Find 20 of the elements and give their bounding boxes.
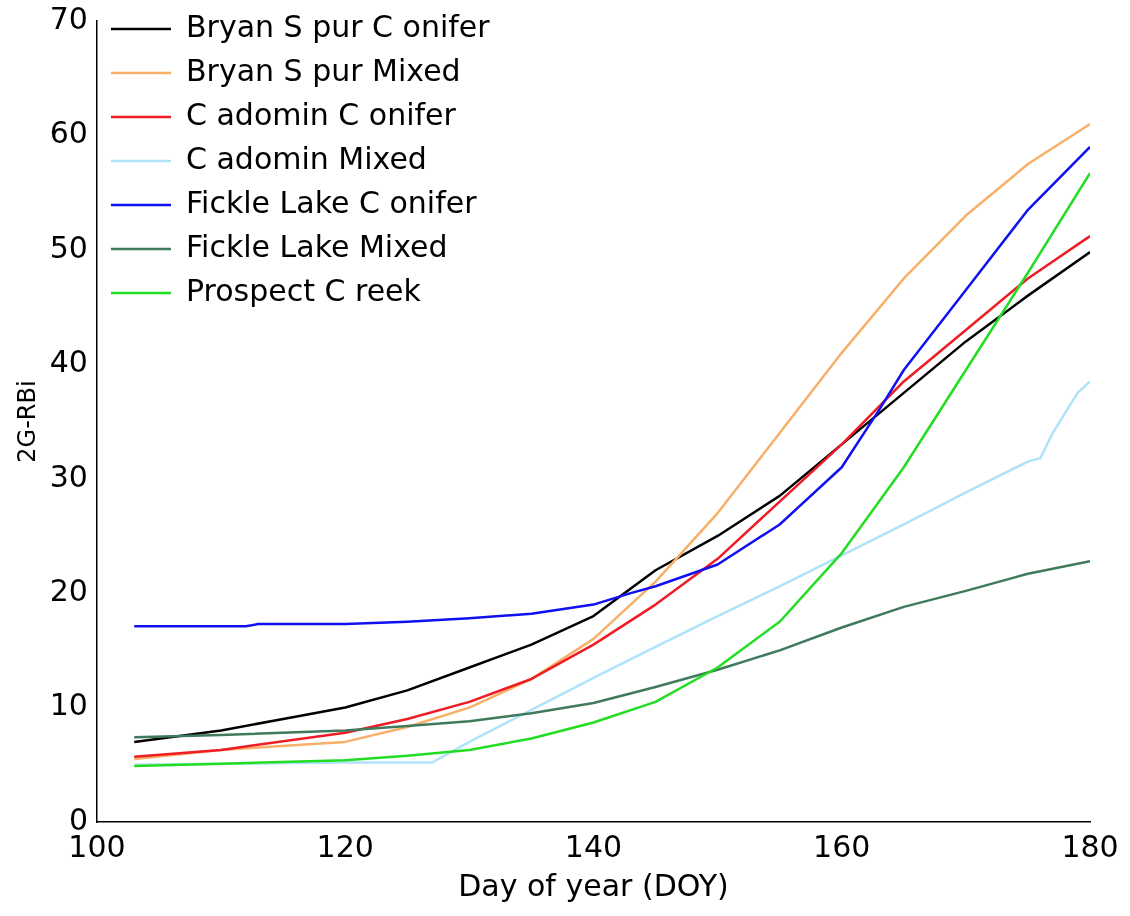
legend-label: Fickle Lake C onifer: [185, 184, 478, 220]
legend-label: C adomin C onifer: [185, 96, 457, 132]
y-tick-label: 20: [49, 572, 88, 608]
x-tick-label: 140: [564, 828, 623, 864]
y-tick-label: 60: [49, 115, 88, 151]
x-tick-label: 160: [813, 828, 871, 864]
y-axis-title: 2G-RBi: [12, 380, 41, 463]
y-tick-label: 40: [49, 344, 88, 380]
x-axis-title: Day of year (DOY): [458, 867, 729, 903]
y-tick-label: 70: [49, 0, 88, 36]
y-tick-label: 10: [49, 687, 88, 723]
legend-label: Prospect C reek: [185, 272, 422, 308]
y-tick-label: 30: [49, 458, 88, 494]
legend-label: Bryan S pur Mixed: [185, 52, 461, 88]
legend-label: Fickle Lake Mixed: [185, 228, 448, 264]
legend-label: C adomin Mixed: [185, 140, 427, 176]
x-tick-label: 120: [316, 828, 374, 864]
x-tick-label: 180: [1061, 828, 1119, 864]
legend-label: Bryan S pur C onifer: [185, 8, 491, 44]
y-tick-label: 50: [49, 229, 88, 265]
